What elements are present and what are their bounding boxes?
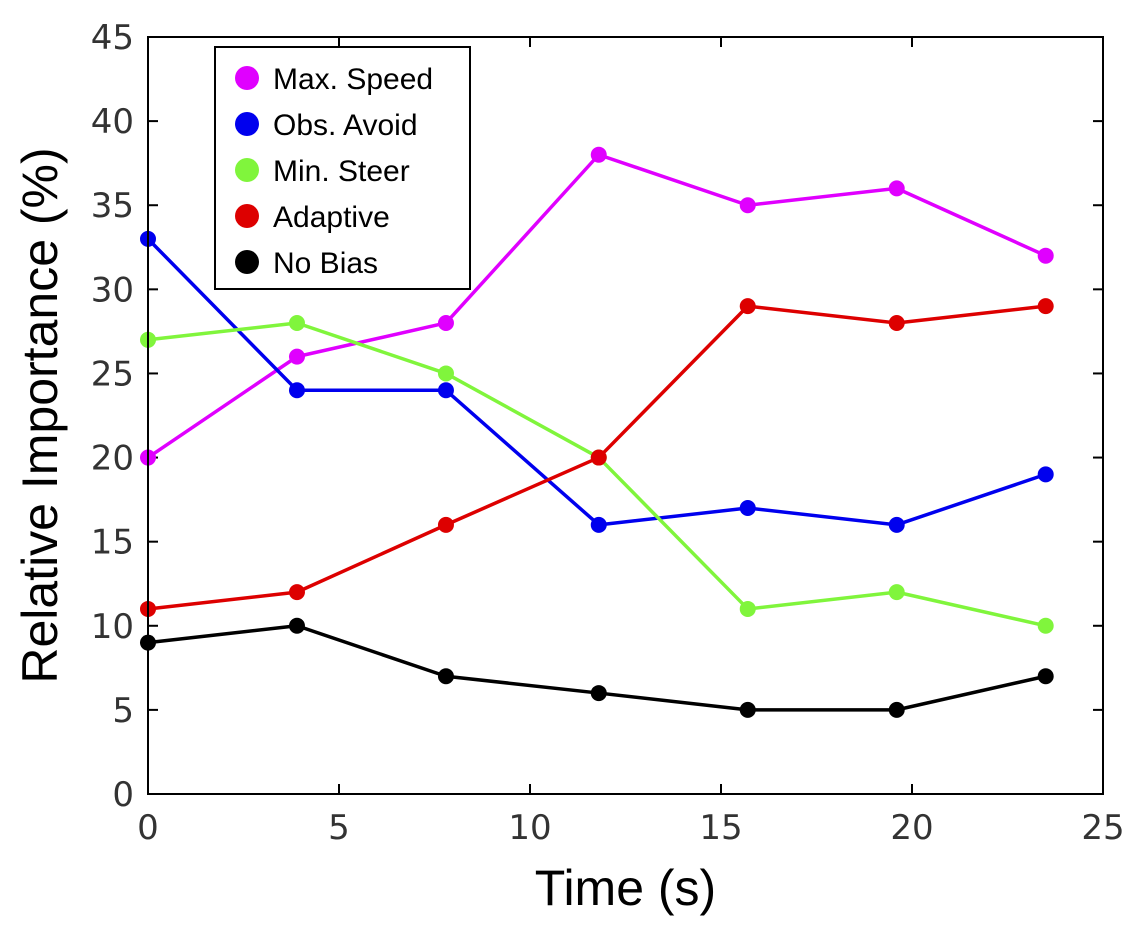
x-tick-label: 25 [1081,808,1124,848]
data-point [739,298,756,315]
data-point [437,365,454,382]
series-max-speed [140,146,1054,466]
y-tick-label: 15 [91,523,134,563]
y-tick-label: 30 [91,270,134,310]
legend-marker [235,112,259,136]
legend-label: Max. Speed [273,63,433,96]
x-tick-label: 5 [328,808,350,848]
data-point [888,584,905,601]
x-tick-label: 15 [699,808,742,848]
data-point [1037,247,1054,264]
legend-marker [235,158,259,182]
x-tick-label: 0 [137,808,159,848]
y-tick-label: 0 [112,775,134,815]
data-point [288,584,305,601]
y-tick-label: 25 [91,354,134,394]
legend-label: Adaptive [273,201,390,234]
series-min-steer [140,314,1054,634]
data-point [1037,298,1054,315]
data-point [590,146,607,163]
y-tick-label: 5 [112,691,134,731]
data-point [888,701,905,718]
data-point [1037,617,1054,634]
data-point [888,180,905,197]
data-point [888,516,905,533]
data-point [739,500,756,517]
data-point [739,600,756,617]
legend-marker [235,204,259,228]
legend-marker [235,250,259,274]
data-point [1037,668,1054,685]
plot-frame [147,36,1104,795]
legend-label: Obs. Avoid [273,109,418,142]
series-layer [140,146,1054,718]
y-axis-title: Relative Importance (%) [12,147,68,683]
series-adaptive [140,298,1054,617]
y-tick-label: 10 [91,607,134,647]
legend: Max. Speed Obs. Avoid Min. Steer Adaptive No… [214,46,471,290]
legend-marker [235,66,259,90]
data-point [739,197,756,214]
x-tick-label: 20 [890,808,933,848]
data-point [437,516,454,533]
data-point [437,668,454,685]
data-point [590,685,607,702]
x-tick-label: 10 [508,808,551,848]
data-point [288,382,305,399]
data-point [739,701,756,718]
x-axis-title: Time (s) [535,860,716,916]
data-point [1037,466,1054,483]
data-point [437,382,454,399]
data-point [288,314,305,331]
data-point [288,348,305,365]
data-point [590,449,607,466]
data-point [288,617,305,634]
y-axis: 0 5 10 15 20 25 30 35 40 45 [91,18,1103,815]
y-tick-label: 35 [91,186,134,226]
data-point [437,314,454,331]
y-tick-label: 20 [91,439,134,479]
legend-label: Min. Steer [273,155,410,188]
data-point [888,314,905,331]
legend-label: No Bias [273,247,378,280]
data-point [590,516,607,533]
series-obs-avoid [140,230,1054,533]
series-no-bias [140,617,1054,718]
y-tick-label: 40 [91,102,134,142]
y-tick-label: 45 [91,18,134,58]
